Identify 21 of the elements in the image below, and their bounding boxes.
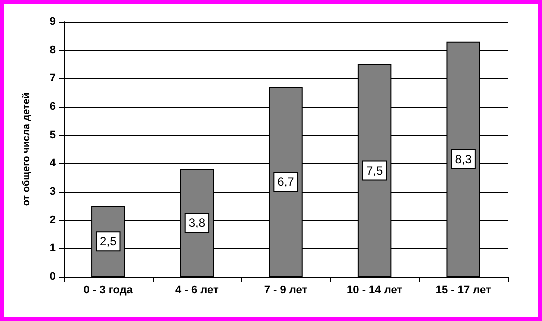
- data-label: 7,5: [366, 164, 384, 178]
- data-label: 2,5: [100, 234, 118, 249]
- x-tick-label: 10 - 14 лет: [347, 284, 404, 296]
- x-tick-label: 4 - 6 лет: [176, 284, 220, 296]
- y-tick-label: 7: [50, 72, 56, 85]
- y-tick-label: 5: [50, 129, 56, 142]
- y-tick-label: 3: [50, 186, 56, 198]
- x-tick-label: 7 - 9 лет: [264, 284, 308, 296]
- y-tick-label: 0: [50, 271, 56, 283]
- data-label: 3,8: [188, 216, 206, 230]
- y-axis-title: от общего числа детей: [22, 92, 32, 206]
- x-tick-label: 15 - 17 лет: [436, 284, 492, 296]
- x-tick-label: 0 - 3 года: [84, 284, 134, 296]
- data-label: 6,7: [278, 175, 295, 190]
- y-tick-label: 8: [50, 44, 56, 56]
- data-label: 8,3: [455, 152, 472, 166]
- y-tick-label: 9: [50, 16, 56, 28]
- y-tick-label: 1: [50, 242, 56, 255]
- y-tick-label: 6: [50, 101, 56, 113]
- y-tick-label: 2: [50, 214, 56, 226]
- y-tick-label: 4: [50, 158, 57, 170]
